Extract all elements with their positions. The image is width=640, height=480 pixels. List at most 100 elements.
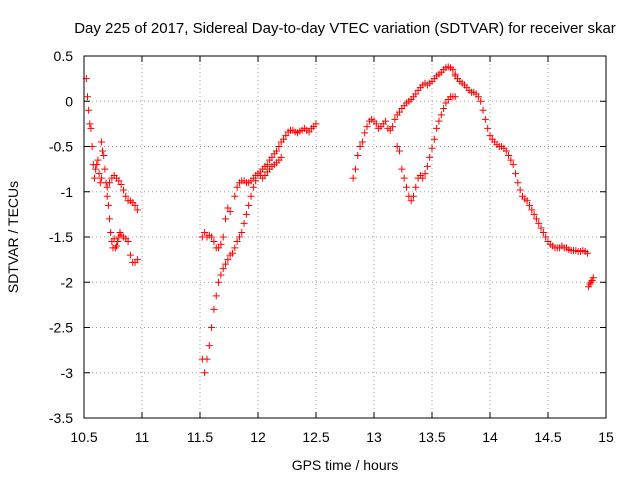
y-axis-title: SDTVAR / TECUs	[5, 181, 21, 293]
data-point-segment-1c	[115, 177, 123, 185]
data-point-segment-3a	[389, 123, 397, 131]
data-point-segment-3c	[539, 228, 547, 236]
data-point-segment-3b	[421, 170, 429, 178]
data-point-segment-3d	[589, 274, 597, 282]
data-point-segment-1a	[93, 161, 101, 169]
data-point-segment-2b	[228, 249, 236, 257]
data-point-segment-2b	[305, 128, 313, 136]
data-point-segment-2b	[312, 120, 320, 128]
data-points	[82, 63, 597, 377]
x-tick-label: 11	[135, 429, 150, 445]
data-point-segment-3d	[586, 280, 594, 288]
data-point-segment-3a	[356, 143, 364, 150]
data-point-segment-3b	[409, 192, 417, 200]
data-point-segment-3b	[426, 153, 434, 161]
data-point-segment-3b	[428, 144, 436, 152]
data-point-segment-3b	[442, 99, 450, 107]
data-point-segment-2b	[224, 256, 232, 264]
data-point-segment-1a	[83, 93, 91, 101]
data-point-segment-1b	[112, 242, 120, 250]
data-point-segment-1c	[119, 186, 127, 194]
data-point-segment-3a	[361, 129, 369, 137]
y-tick-labels: 0.5 0 -0.5 -1 -1.5 -2 -2.5 -3 -3.5	[49, 48, 73, 426]
data-point-segment-3b	[412, 183, 420, 191]
data-point-segment-2a	[219, 233, 227, 241]
data-point-segment-2b	[231, 244, 239, 252]
data-point-segment-3a	[449, 66, 457, 74]
data-point-segment-2b	[219, 265, 227, 273]
x-tick-label: 11.5	[187, 429, 213, 445]
data-point-segment-3c	[474, 93, 482, 101]
data-point-segment-3c	[479, 106, 487, 114]
data-point-segment-1b	[104, 201, 112, 209]
data-point-segment-1a	[87, 124, 95, 132]
data-point-segment-1c	[103, 183, 111, 191]
data-point-segment-3b	[402, 183, 410, 191]
data-point-segment-1b	[111, 244, 119, 252]
data-point-segment-1b	[107, 228, 115, 236]
data-point-segment-2c	[231, 192, 239, 200]
data-point-segment-2b	[247, 192, 255, 200]
data-point-segment-3b	[435, 117, 443, 125]
x-tick-label: 13.5	[418, 429, 445, 445]
data-point-segment-2a	[208, 233, 216, 241]
data-point-segment-2a	[215, 244, 223, 252]
data-point-segment-2b	[268, 153, 276, 161]
data-point-segment-2b	[208, 324, 216, 331]
x-tick-label: 13	[366, 429, 382, 445]
data-point-segment-1b	[106, 215, 114, 223]
data-point-segment-2c	[277, 153, 285, 161]
data-point-segment-3a	[351, 165, 359, 173]
data-point-segment-3c	[530, 210, 538, 218]
data-point-segment-1a	[85, 106, 93, 114]
data-point-segment-2b	[249, 183, 257, 191]
y-tick-label: 0	[65, 93, 73, 109]
data-point-segment-1a	[92, 165, 100, 173]
data-point-segment-1c	[131, 201, 139, 209]
data-point-segment-3c	[528, 206, 536, 214]
data-point-segment-2a	[201, 228, 209, 236]
data-point-segment-3a	[349, 174, 357, 182]
y-tick-label: -3	[61, 365, 74, 381]
data-point-segment-2b	[215, 278, 223, 286]
data-point-segment-3c	[516, 186, 524, 194]
data-point-segment-2b	[273, 147, 281, 155]
data-point-segment-1c	[122, 192, 130, 200]
data-point-segment-1b	[114, 238, 122, 246]
data-point-segment-2b	[203, 355, 211, 363]
data-point-segment-2b	[201, 369, 209, 377]
data-point-segment-1b	[97, 138, 105, 146]
data-point-segment-1a	[95, 170, 103, 178]
data-point-segment-3b	[423, 162, 431, 170]
data-point-segment-2b	[233, 238, 241, 246]
data-point-segment-3b	[437, 111, 445, 119]
data-point-segment-2b	[235, 233, 243, 241]
data-point-segment-3c	[486, 132, 494, 140]
data-point-segment-1a	[90, 174, 98, 182]
data-point-segment-3c	[583, 249, 591, 257]
data-point-segment-2b	[245, 201, 253, 209]
x-tick-label: 12.5	[302, 429, 329, 445]
data-point-segment-2a	[222, 215, 230, 223]
x-tick-label: 14.5	[534, 429, 561, 445]
data-point-segment-2b	[222, 260, 230, 268]
data-point-segment-3c	[537, 224, 545, 232]
data-point-segment-3b	[393, 143, 401, 150]
data-point-segment-2b	[238, 228, 246, 236]
y-tick-label: -2	[61, 274, 74, 290]
data-point-segment-3c	[532, 215, 540, 223]
data-point-segment-3a	[412, 90, 420, 98]
data-point-segment-1a	[86, 120, 94, 128]
data-point-segment-3a	[382, 117, 390, 125]
x-tick-label: 10.5	[70, 429, 97, 445]
data-point-segment-2a	[224, 204, 232, 212]
data-point-segment-3b	[440, 104, 448, 112]
data-point-segment-3b	[419, 174, 427, 182]
data-point-segment-3c	[512, 170, 520, 178]
data-point-segment-1a	[97, 174, 105, 182]
data-point-segment-3b	[433, 124, 441, 132]
data-point-segment-3a	[363, 123, 371, 131]
data-point-segment-3c	[477, 97, 485, 105]
axis-ticks	[83, 55, 607, 419]
